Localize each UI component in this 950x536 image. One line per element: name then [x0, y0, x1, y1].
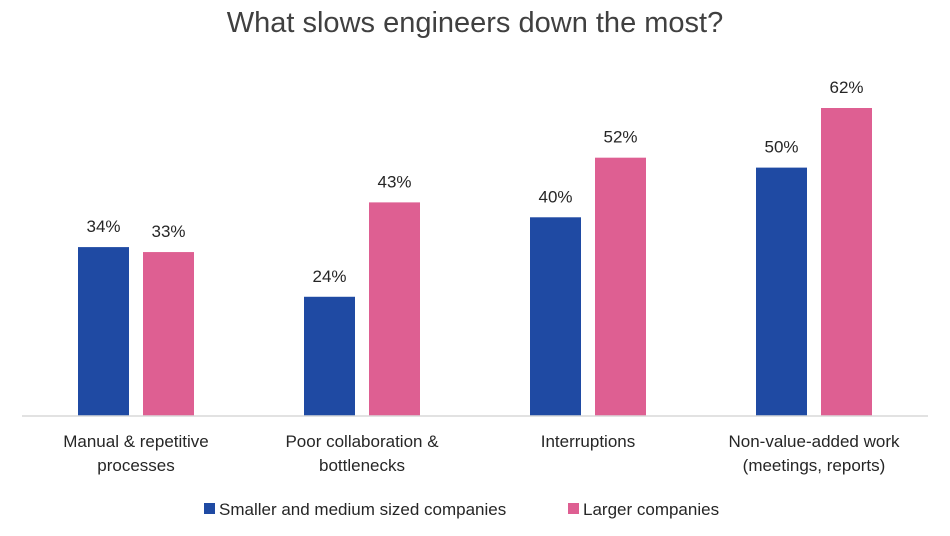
- data-label: 52%: [603, 128, 637, 147]
- legend-label: Smaller and medium sized companies: [219, 500, 506, 519]
- category-label: Manual & repetitive: [63, 432, 209, 451]
- category-label: processes: [97, 456, 174, 475]
- category-label: Non-value-added work: [728, 432, 900, 451]
- data-label: 40%: [538, 187, 572, 206]
- category-label: bottlenecks: [319, 456, 405, 475]
- bars-layer: [78, 108, 872, 416]
- legend: Smaller and medium sized companies Larger…: [204, 500, 719, 519]
- category-label: (meetings, reports): [743, 456, 886, 475]
- bar-smaller-medium-1: [78, 247, 129, 416]
- legend-swatch: [204, 503, 215, 514]
- data-label: 43%: [377, 172, 411, 191]
- bar-larger-1: [143, 252, 194, 416]
- bar-smaller-medium-4: [756, 167, 807, 416]
- category-label: Poor collaboration &: [285, 432, 439, 451]
- data-label: 33%: [151, 222, 185, 241]
- bar-larger-3: [595, 157, 646, 416]
- bar-smaller-medium-3: [530, 217, 581, 416]
- legend-label: Larger companies: [583, 500, 719, 519]
- chart-title: What slows engineers down the most?: [227, 7, 723, 39]
- bar-larger-2: [369, 202, 420, 416]
- labels-layer: 34% 33% Manual & repetitive processes 24% 43%…: [63, 78, 900, 475]
- data-label: 34%: [86, 217, 120, 236]
- data-label: 62%: [829, 78, 863, 97]
- category-label: Interruptions: [541, 432, 636, 451]
- data-label: 50%: [764, 138, 798, 157]
- bar-smaller-medium-2: [304, 296, 355, 416]
- data-label: 24%: [312, 267, 346, 286]
- legend-swatch: [568, 503, 579, 514]
- bar-larger-4: [821, 108, 872, 416]
